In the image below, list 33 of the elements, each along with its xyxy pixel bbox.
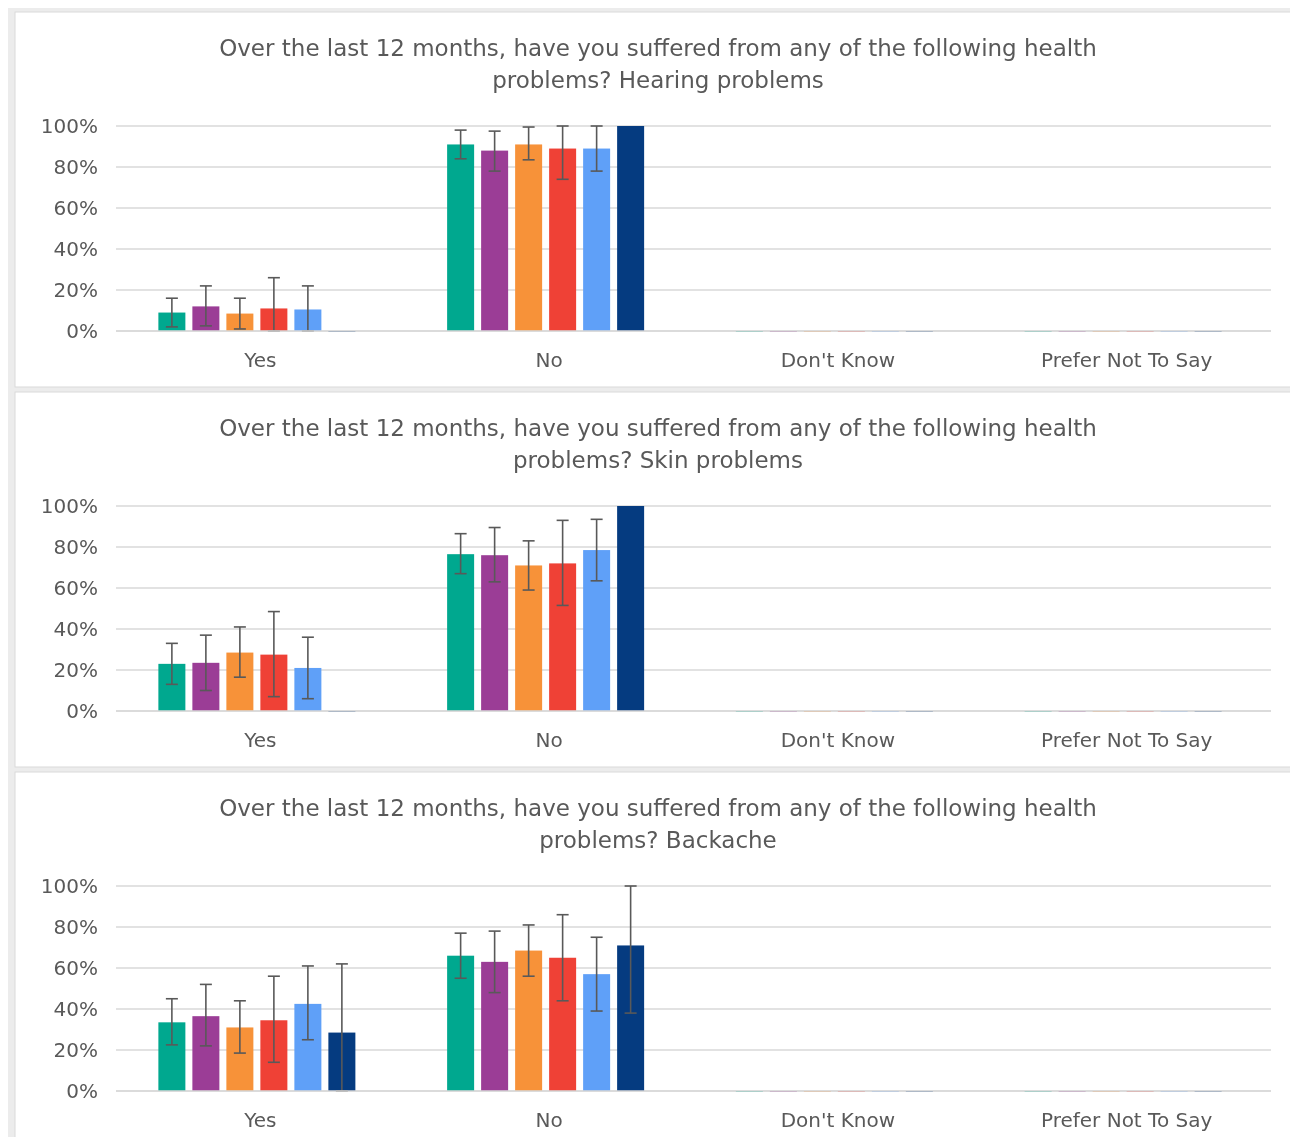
- y-tick-label: 100%: [40, 494, 98, 518]
- y-tick-label: 100%: [40, 874, 98, 898]
- x-tick-label: Don't Know: [780, 1108, 896, 1132]
- y-tick-label: 80%: [53, 915, 98, 939]
- y-tick-label: 60%: [53, 956, 98, 980]
- y-tick-label: 80%: [53, 155, 98, 179]
- x-tick-label: Don't Know: [780, 728, 896, 752]
- x-tick-label: Yes: [243, 728, 277, 752]
- x-tick-label: No: [535, 1108, 563, 1132]
- x-tick-label: Prefer Not To Say: [1040, 1108, 1213, 1132]
- chart-title: Over the last 12 months, have you suffered from any of the following health problems? Hearing problems: [219, 35, 1097, 93]
- y-tick-label: 0%: [66, 319, 98, 343]
- chart-title: Over the last 12 months, have you suffered from any of the following health problems? Backache: [219, 795, 1097, 853]
- x-tick-label: Prefer Not To Say: [1040, 348, 1213, 372]
- x-tick-label: Yes: [243, 1108, 277, 1132]
- x-tick-label: No: [535, 348, 563, 372]
- y-tick-label: 40%: [53, 997, 98, 1021]
- x-tick-label: Yes: [243, 348, 277, 372]
- x-tick-label: Don't Know: [780, 348, 896, 372]
- y-tick-label: 20%: [53, 658, 98, 682]
- y-tick-label: 20%: [53, 278, 98, 302]
- y-tick-label: 100%: [40, 114, 98, 138]
- chart-title: Over the last 12 months, have you suffered from any of the following health problems? Skin problems: [219, 415, 1097, 473]
- x-tick-label: No: [535, 728, 563, 752]
- y-tick-label: 0%: [66, 1079, 98, 1103]
- y-tick-label: 40%: [53, 617, 98, 641]
- y-tick-label: 0%: [66, 699, 98, 723]
- y-tick-label: 80%: [53, 535, 98, 559]
- y-tick-label: 60%: [53, 576, 98, 600]
- y-tick-label: 20%: [53, 1038, 98, 1062]
- x-tick-label: Prefer Not To Say: [1040, 728, 1213, 752]
- y-tick-label: 60%: [53, 196, 98, 220]
- y-tick-label: 40%: [53, 237, 98, 261]
